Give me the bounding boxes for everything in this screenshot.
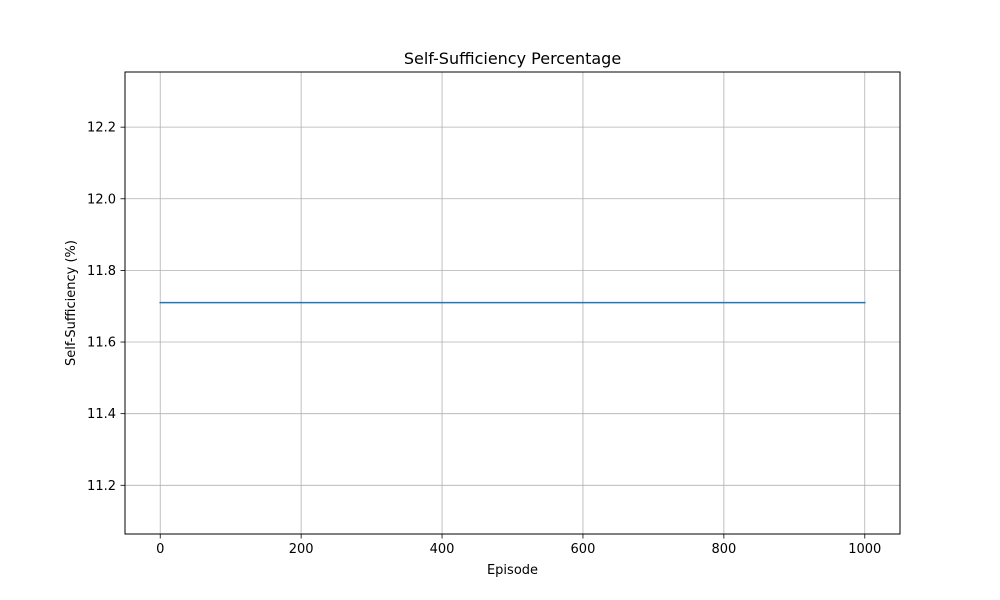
y-axis-ticks: 11.2 11.4 11.6 11.8 12.0 12.2	[87, 121, 125, 494]
x-tick-label: 1000	[848, 542, 881, 557]
chart-title: Self-Sufficiency Percentage	[404, 49, 621, 68]
y-tick-label: 12.2	[87, 121, 116, 136]
y-tick-label: 11.8	[87, 264, 116, 279]
x-axis-title: Episode	[487, 563, 538, 578]
plot-area-frame	[124, 71, 901, 535]
x-tick-label: 800	[711, 542, 736, 557]
x-axis-ticks: 0 200 400 600 800 1000	[156, 534, 881, 557]
x-tick-label: 200	[289, 542, 314, 557]
x-tick-label: 0	[156, 542, 164, 557]
y-axis-title: Self-Sufficiency (%)	[64, 240, 79, 366]
y-tick-label: 11.6	[87, 336, 116, 351]
x-tick-label: 400	[430, 542, 455, 557]
y-tick-label: 12.0	[87, 192, 116, 207]
y-tick-label: 11.2	[87, 479, 116, 494]
x-tick-label: 600	[571, 542, 596, 557]
y-tick-label: 11.4	[87, 407, 116, 422]
